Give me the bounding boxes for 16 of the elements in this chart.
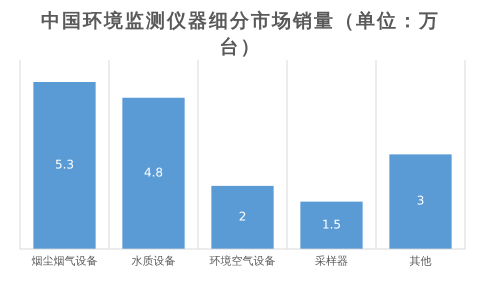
- data-label: 4.8: [144, 165, 164, 180]
- x-tick-label: 环境空气设备: [210, 254, 276, 268]
- bar: [389, 154, 452, 249]
- x-tick-label: 采样器: [315, 254, 348, 268]
- bar: [300, 202, 363, 249]
- bar: [122, 98, 185, 249]
- bar: [211, 186, 274, 249]
- data-label: 2: [238, 209, 246, 224]
- bar: [33, 82, 96, 249]
- x-tick-label: 水质设备: [132, 254, 176, 268]
- x-tick-label: 烟尘烟气设备: [32, 254, 98, 268]
- data-label: 1.5: [322, 217, 342, 232]
- chart-title: 中国环境监测仪器细分市场销量（单位：万台）: [40, 9, 441, 60]
- x-tick-label: 其他: [410, 254, 432, 268]
- data-label: 5.3: [54, 158, 74, 172]
- data-label: 3: [416, 194, 424, 208]
